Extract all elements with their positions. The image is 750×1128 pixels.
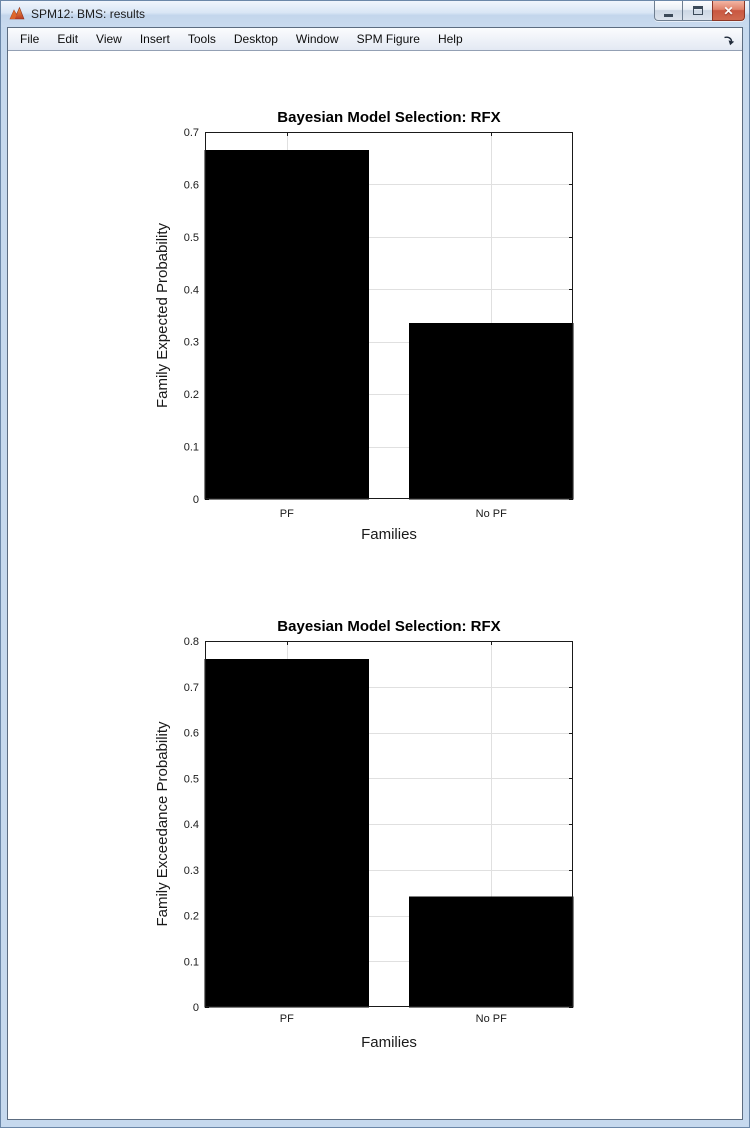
menu-spm-figure[interactable]: SPM Figure [356,32,420,46]
svg-text:Bayesian Model Selection: RFX: Bayesian Model Selection: RFX [277,618,500,635]
figure-canvas: Bayesian Model Selection: RFX 0 0.1 0.2 0.3 0… [8,52,742,1119]
svg-text:0.8: 0.8 [184,636,199,648]
svg-text:0.3: 0.3 [184,865,199,877]
svg-text:Families: Families [361,526,417,543]
close-button[interactable]: ✕ [712,1,745,21]
svg-text:0.7: 0.7 [184,682,199,694]
svg-text:0.3: 0.3 [184,337,199,349]
svg-text:0.4: 0.4 [184,284,199,296]
curved-arrow-icon [723,33,735,46]
exceedance-probability-chart: Bayesian Model Selection: RFX 0 0.1 0.2 0.3 0… [154,618,574,1051]
menu-help[interactable]: Help [437,32,463,46]
window-titlebar[interactable]: SPM12: BMS: results ✕ [1,1,749,27]
menubar: File Edit View Insert Tools Desktop Wind… [8,28,742,51]
svg-text:0: 0 [193,1002,199,1014]
window-controls: ✕ [654,1,745,21]
svg-text:0.6: 0.6 [184,728,199,740]
window-title: SPM12: BMS: results [31,7,146,21]
figure-client-area: File Edit View Insert Tools Desktop Wind… [7,27,743,1120]
svg-text:Family Expected Probability: Family Expected Probability [154,222,171,408]
svg-text:0.1: 0.1 [184,956,199,968]
svg-text:0.7: 0.7 [184,127,199,139]
minimize-icon [664,13,673,17]
menu-view[interactable]: View [96,32,122,46]
close-icon: ✕ [723,3,734,18]
maximize-icon [692,6,703,15]
svg-text:0.4: 0.4 [184,819,199,831]
menu-tools[interactable]: Tools [187,32,216,46]
svg-text:0.2: 0.2 [184,389,199,401]
menu-edit[interactable]: Edit [57,32,79,46]
svg-text:0.1: 0.1 [184,442,199,454]
svg-text:0.2: 0.2 [184,911,199,923]
svg-text:Bayesian Model Selection: RFX: Bayesian Model Selection: RFX [277,109,500,126]
svg-text:0.6: 0.6 [184,179,199,191]
menu-desktop[interactable]: Desktop [233,32,278,46]
menu-file[interactable]: File [20,32,40,46]
matlab-icon [9,6,25,22]
svg-text:No PF: No PF [476,508,507,520]
menu-window[interactable]: Window [295,32,339,46]
maximize-button[interactable] [683,1,712,21]
svg-text:Family Exceedance Probability: Family Exceedance Probability [154,721,171,927]
svg-text:PF: PF [280,508,294,520]
svg-text:0: 0 [193,494,199,506]
svg-text:0.5: 0.5 [184,232,199,244]
svg-text:PF: PF [280,1013,294,1025]
svg-text:0.5: 0.5 [184,773,199,785]
menu-insert[interactable]: Insert [139,32,170,46]
svg-text:No PF: No PF [476,1013,507,1025]
minimize-button[interactable] [654,1,683,21]
expected-probability-chart: Bayesian Model Selection: RFX 0 0.1 0.2 0.3 0… [154,109,574,543]
svg-text:Families: Families [361,1034,417,1051]
